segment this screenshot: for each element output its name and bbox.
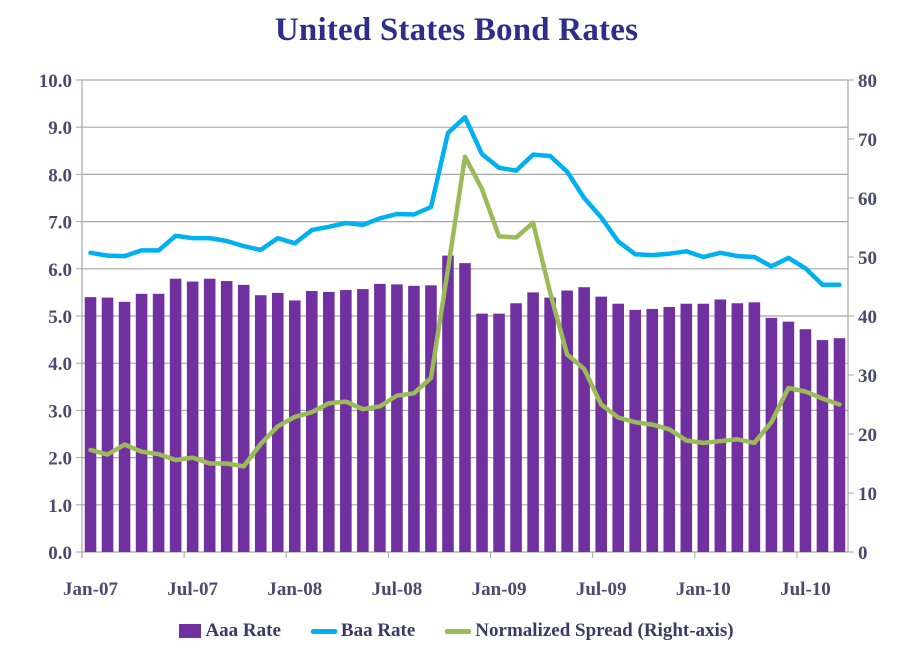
- x-tick-label: Jan-10: [676, 579, 731, 600]
- x-tick-label: Jul-10: [780, 579, 831, 600]
- aaa-bar: [459, 263, 471, 552]
- aaa-bar: [357, 289, 369, 552]
- aaa-bar: [527, 292, 539, 552]
- y2-tick-label: 60: [858, 189, 877, 210]
- aaa-bar: [408, 285, 420, 552]
- aaa-bar: [561, 290, 573, 552]
- aaa-bar: [833, 338, 846, 552]
- aaa-bar: [323, 291, 335, 552]
- legend-swatch-aaa: [179, 624, 202, 638]
- y2-tick-label: 50: [858, 248, 877, 269]
- y2-tick-label: 80: [858, 71, 877, 92]
- x-tick-label: Jan-07: [63, 579, 118, 600]
- y-tick-label: 9.0: [48, 118, 72, 139]
- legend-item-spread: Normalized Spread (Right-axis): [445, 620, 734, 642]
- aaa-bar: [782, 321, 795, 552]
- legend-label-spread: Normalized Spread (Right-axis): [475, 620, 734, 641]
- aaa-bar: [288, 300, 301, 552]
- aaa-bar: [254, 295, 267, 552]
- y-tick-label: 4.0: [48, 354, 72, 375]
- y2-tick-label: 30: [858, 366, 877, 387]
- x-tick-label: Jan-09: [472, 579, 527, 600]
- y2-tick-label: 20: [858, 425, 877, 446]
- aaa-bar: [186, 281, 199, 552]
- y2-tick-label: 40: [858, 307, 877, 328]
- aaa-bar: [544, 297, 556, 552]
- aaa-bar: [697, 303, 710, 552]
- aaa-bar: [714, 299, 727, 552]
- aaa-bar: [152, 293, 165, 552]
- aaa-bars: [84, 255, 846, 553]
- y-axis-left-ticks: 0.0 1.0 2.0 3.0 4.0 5.0 6.0 7.0 8.0 9.0 10.0: [39, 71, 72, 564]
- legend-item-baa: Baa Rate: [310, 620, 416, 642]
- y2-tick-label: 10: [858, 484, 877, 505]
- x-tick-label: Jul-09: [576, 579, 627, 600]
- aaa-bar: [595, 296, 607, 552]
- aaa-bar: [748, 302, 761, 552]
- y-tick-label: 5.0: [48, 307, 72, 328]
- aaa-bar: [271, 292, 284, 552]
- aaa-bar: [476, 313, 488, 552]
- aaa-bar: [306, 290, 318, 552]
- aaa-bar: [237, 284, 250, 552]
- y-tick-label: 0.0: [48, 543, 72, 564]
- aaa-bar: [510, 303, 522, 552]
- y2-tick-label: 70: [858, 130, 877, 151]
- legend-swatch-baa: [310, 628, 337, 634]
- chart-title: United States Bond Rates: [274, 12, 639, 48]
- y-tick-label: 8.0: [48, 165, 72, 186]
- aaa-bar: [493, 313, 505, 552]
- aaa-bar: [118, 301, 131, 552]
- aaa-bar: [629, 309, 642, 552]
- aaa-bar: [612, 303, 624, 552]
- aaa-bar: [340, 290, 352, 552]
- aaa-bar: [646, 308, 659, 552]
- aaa-bar: [220, 281, 233, 552]
- normalized-spread-line: [88, 154, 842, 469]
- aaa-bar: [578, 287, 590, 552]
- aaa-bar: [391, 284, 403, 552]
- x-tick-label: Jul-08: [372, 579, 423, 600]
- aaa-bar: [816, 340, 829, 552]
- y-tick-label: 2.0: [48, 449, 72, 470]
- baa-rate-line: [88, 115, 842, 288]
- aaa-bar: [731, 303, 744, 552]
- aaa-bar: [374, 283, 386, 552]
- legend-swatch-spread: [445, 628, 472, 634]
- y-tick-label: 3.0: [48, 401, 72, 422]
- x-tick-label: Jan-08: [267, 579, 322, 600]
- legend-item-aaa: Aaa Rate: [179, 620, 281, 642]
- aaa-bar: [425, 285, 437, 552]
- x-axis-ticks: Jan-07 Jul-07 Jan-08 Jul-08 Jan-09 Jul-09 Jan-…: [63, 579, 831, 600]
- y2-tick-label: 0: [858, 543, 868, 564]
- aaa-bar: [203, 278, 216, 552]
- aaa-bar: [799, 329, 812, 552]
- aaa-bar: [135, 293, 148, 552]
- y-axis-right-ticks: 0 10 20 30 40 50 60 70 80: [858, 71, 877, 564]
- y-tick-label: 1.0: [48, 496, 72, 517]
- series-lines: [88, 115, 842, 469]
- y-tick-label: 10.0: [39, 71, 72, 92]
- y-tick-label: 6.0: [48, 260, 72, 281]
- y-tick-label: 7.0: [48, 213, 72, 234]
- aaa-bar: [442, 255, 454, 553]
- aaa-bar: [169, 278, 182, 552]
- aaa-bar: [765, 317, 778, 552]
- legend: Aaa Rate Baa Rate Normalized Spread (Rig…: [0, 620, 913, 642]
- aaa-bar: [680, 303, 693, 552]
- aaa-bar: [101, 297, 114, 552]
- legend-label-baa: Baa Rate: [340, 620, 416, 641]
- legend-label-aaa: Aaa Rate: [205, 620, 281, 641]
- aaa-bar: [84, 297, 97, 552]
- x-tick-label: Jul-07: [167, 579, 218, 600]
